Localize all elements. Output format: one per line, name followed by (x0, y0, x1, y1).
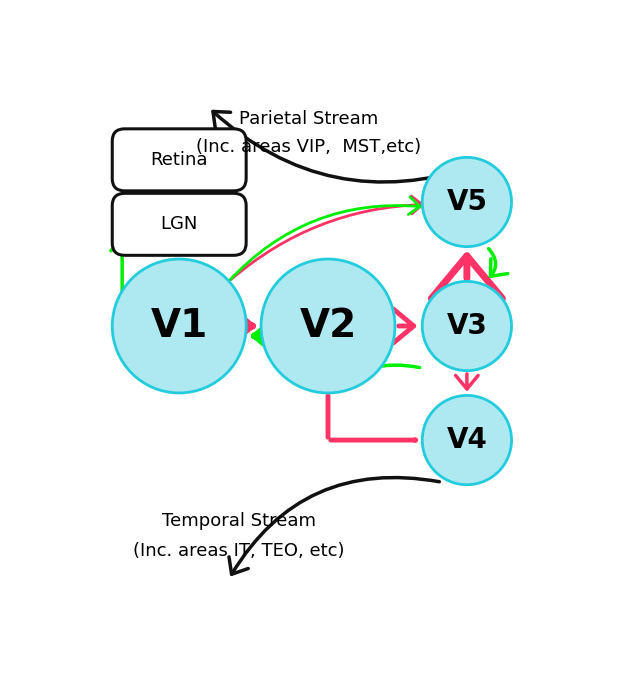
FancyArrowPatch shape (332, 365, 420, 388)
FancyArrowPatch shape (168, 182, 191, 200)
Text: V3: V3 (447, 312, 487, 340)
FancyArrowPatch shape (168, 240, 191, 254)
FancyArrowPatch shape (228, 197, 420, 281)
FancyArrowPatch shape (431, 256, 502, 298)
Text: (Inc. areas IT, TEO, etc): (Inc. areas IT, TEO, etc) (133, 542, 344, 560)
Text: Temporal Stream: Temporal Stream (162, 512, 316, 530)
Text: V2: V2 (300, 307, 356, 345)
Circle shape (422, 281, 511, 371)
FancyArrowPatch shape (209, 290, 252, 362)
Circle shape (112, 259, 246, 393)
Text: V1: V1 (150, 307, 208, 345)
Text: Retina: Retina (150, 151, 208, 169)
FancyArrowPatch shape (213, 111, 477, 182)
FancyArrowPatch shape (456, 374, 478, 389)
Text: Parietal Stream: Parietal Stream (239, 110, 378, 128)
FancyArrowPatch shape (394, 309, 413, 343)
FancyBboxPatch shape (112, 129, 246, 191)
FancyArrowPatch shape (231, 196, 422, 279)
Circle shape (261, 259, 395, 393)
FancyArrowPatch shape (229, 477, 439, 574)
Text: V4: V4 (447, 426, 487, 454)
FancyArrowPatch shape (255, 300, 298, 371)
FancyBboxPatch shape (112, 193, 246, 255)
Text: LGN: LGN (161, 215, 198, 234)
FancyArrowPatch shape (111, 237, 133, 301)
FancyArrowPatch shape (488, 248, 508, 276)
Text: (Inc. areas VIP,  MST,etc): (Inc. areas VIP, MST,etc) (196, 138, 420, 155)
Text: V5: V5 (446, 188, 488, 216)
Circle shape (422, 396, 511, 485)
Circle shape (422, 157, 511, 246)
